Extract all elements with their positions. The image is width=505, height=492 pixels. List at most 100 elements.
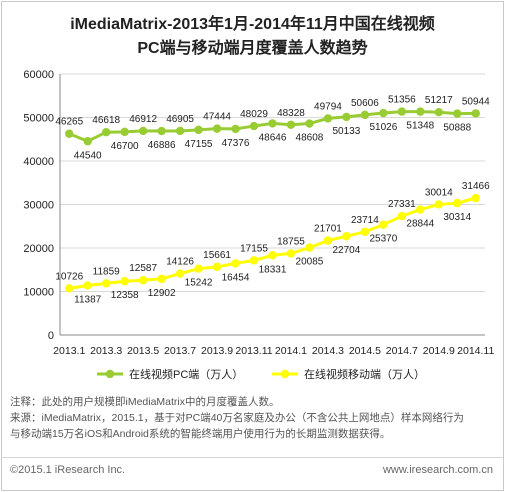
mobile-data-point: [434, 200, 444, 209]
x-tick-label: 2013.1: [53, 345, 85, 357]
mobile-data-label: 12358: [111, 290, 139, 301]
footer-divider: [2, 457, 503, 458]
mobile-data-point: [157, 274, 166, 284]
x-tick-label: 2014.9: [423, 345, 455, 357]
pc-data-point: [194, 125, 203, 135]
mobile-data-point: [342, 232, 351, 241]
pc-data-label: 47376: [222, 138, 250, 149]
pc-data-point: [416, 107, 425, 116]
mobile-data-label: 22704: [333, 245, 361, 256]
mobile-data-point: [379, 220, 388, 229]
pc-data-point: [434, 108, 444, 117]
mobile-data-label: 11859: [93, 266, 121, 277]
x-tick-label: 2014.5: [349, 345, 381, 357]
chart-title-line2: PC端与移动端月度覆盖人数趋势: [137, 40, 368, 57]
pc-data-label: 51356: [388, 95, 416, 106]
pc-data-point: [379, 108, 388, 118]
x-tick-label: 2014.3: [312, 345, 344, 357]
mobile-data-label: 30014: [425, 187, 453, 198]
mobile-data-label: 15661: [203, 250, 231, 261]
pc-data-label: 50944: [462, 96, 490, 107]
pc-data-point: [453, 109, 462, 118]
pc-data-label: 47155: [185, 139, 213, 150]
mobile-data-point: [101, 279, 111, 288]
mobile-data-label: 21701: [314, 224, 342, 235]
mobile-data-point: [83, 281, 92, 290]
pc-data-point: [305, 119, 314, 128]
y-tick-label: 60000: [23, 69, 54, 81]
pc-data-point: [323, 114, 333, 123]
pc-data-point: [397, 107, 407, 116]
mobile-data-point: [231, 259, 240, 268]
mobile-data-label: 15242: [185, 278, 213, 289]
pc-data-point: [65, 129, 74, 138]
mobile-data-label: 16454: [222, 272, 250, 283]
y-tick-label: 30000: [23, 200, 54, 212]
mobile-data-point: [138, 276, 148, 285]
mobile-data-label: 31466: [462, 181, 490, 192]
mobile-data-point: [323, 236, 333, 245]
mobile-data-point: [416, 205, 425, 214]
mobile-data-point: [471, 193, 480, 203]
pc-data-point: [360, 110, 370, 120]
pc-data-label: 51217: [425, 95, 453, 106]
mobile-data-point: [286, 249, 296, 258]
x-tick-label: 2013.11: [235, 345, 272, 357]
pc-data-label: 47444: [203, 112, 231, 123]
x-tick-label: 2013.3: [90, 345, 122, 357]
pc-data-label: 48608: [296, 133, 324, 144]
pc-data-label: 50133: [333, 126, 361, 137]
pc-data-label: 46912: [129, 114, 157, 125]
mobile-data-point: [268, 251, 277, 260]
pc-data-point: [231, 124, 240, 134]
pc-data-point: [249, 121, 259, 131]
x-tick-label: 2014.7: [386, 345, 418, 357]
mobile-data-label: 20085: [296, 257, 324, 268]
pc-data-point: [471, 109, 480, 118]
chart-title-line1: iMediaMatrix-2013年1月-2014年11月中国在线视频: [70, 16, 435, 33]
pc-data-label: 51348: [406, 121, 434, 132]
pc-data-point: [286, 120, 296, 129]
mobile-data-label: 12587: [129, 263, 157, 274]
mobile-data-label: 23714: [351, 215, 379, 226]
y-tick-label: 20000: [23, 243, 54, 255]
pc-data-label: 51026: [369, 122, 397, 133]
pc-data-point: [342, 112, 351, 122]
mobile-data-point: [397, 211, 407, 221]
pc-data-label: 46265: [55, 117, 83, 128]
line-chart: 0 10000 20000 30000 40000 50000 60000 2013.1 201…: [23, 69, 494, 381]
x-tick-label: 2014.1: [275, 345, 307, 357]
chart-note: 注释：此处的用户规模即iMediaMatrix中的月度覆盖人数。: [10, 396, 280, 408]
x-tick-label: 2013.9: [201, 345, 233, 357]
copyright-text: ©2015.1 iResearch Inc.: [10, 464, 126, 476]
legend-mobile-marker: [280, 369, 290, 379]
pc-data-point: [120, 127, 129, 137]
pc-data-label: 46886: [148, 140, 176, 151]
mobile-data-label: 14126: [166, 257, 194, 268]
y-tick-label: 0: [48, 330, 54, 342]
pc-data-label: 48328: [277, 108, 305, 119]
x-tick-label: 2014.11: [457, 345, 494, 357]
pc-data-point: [83, 137, 92, 146]
y-tick-label: 10000: [23, 287, 54, 299]
mobile-data-point: [212, 262, 222, 272]
mobile-data-point: [65, 284, 74, 293]
mobile-data-label: 18331: [259, 264, 287, 275]
legend-pc-label: 在线视频PC端（万人）: [129, 367, 243, 381]
mobile-data-point: [175, 269, 185, 278]
pc-data-label: 46905: [166, 114, 194, 125]
legend-pc-marker: [105, 369, 115, 379]
mobile-data-label: 17155: [240, 243, 268, 254]
y-tick-label: 50000: [23, 113, 54, 125]
mobile-data-point: [120, 277, 129, 286]
mobile-data-point: [453, 198, 462, 208]
pc-data-label: 46700: [111, 141, 139, 152]
mobile-data-label: 28844: [406, 219, 434, 230]
pc-data-label: 48646: [259, 132, 287, 143]
pc-data-label: 44540: [74, 150, 102, 161]
mobile-data-label: 30314: [443, 212, 471, 223]
mobile-data-label: 12902: [148, 288, 176, 299]
chart-source-line1: 来源：iMediaMatrix，2015.1，基于对PC端40万名家庭及办公（不…: [10, 412, 464, 424]
mobile-data-point: [360, 227, 370, 237]
